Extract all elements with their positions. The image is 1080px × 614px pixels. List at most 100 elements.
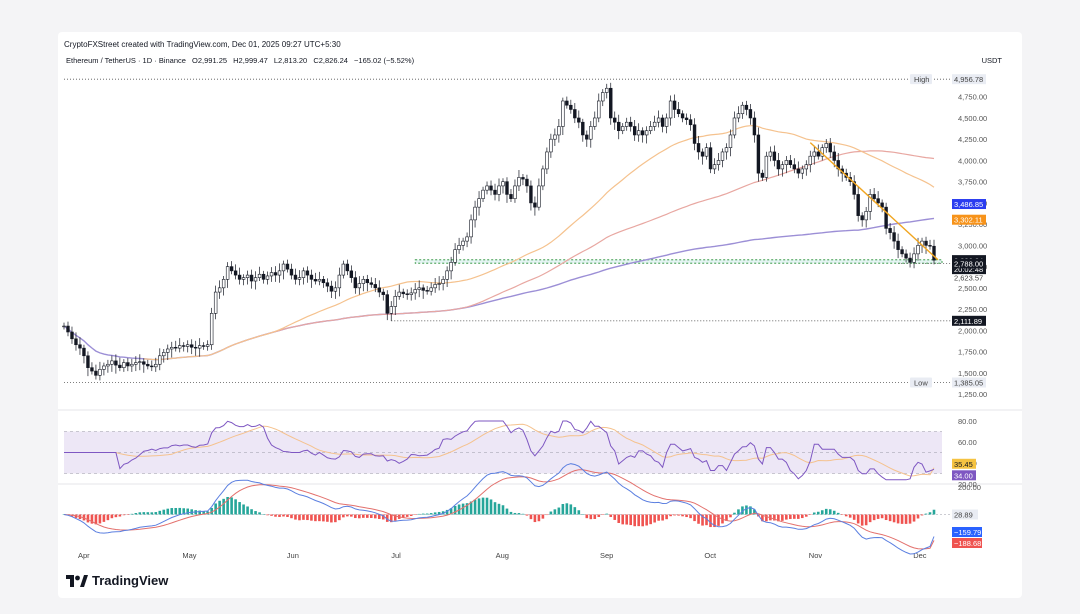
- candle-body: [425, 290, 429, 292]
- price-axis-tick: 4,500.00: [958, 114, 987, 123]
- price-axis-tick: 2,250.00: [958, 305, 987, 314]
- macd-histogram-bar: [593, 514, 597, 519]
- macd-histogram-bar: [753, 509, 756, 515]
- macd-histogram-bar: [693, 514, 696, 522]
- candle-body: [102, 365, 106, 370]
- price-chart[interactable]: 1,250.00 1,500.00 1,750.00 2,000.00 2,250.00…: [58, 32, 1022, 598]
- candle-body: [780, 164, 785, 170]
- candle-body: [924, 240, 928, 246]
- macd-histogram-bar: [270, 514, 273, 516]
- symbol-name[interactable]: Ethereum / TetherUS · 1D · Binance: [66, 56, 186, 65]
- macd-histogram-bar: [282, 514, 285, 517]
- macd-histogram-bar: [613, 514, 617, 520]
- macd-histogram-bar: [561, 504, 565, 515]
- macd-histogram-bar: [381, 514, 385, 520]
- macd-histogram-bar: [793, 514, 796, 519]
- rsi-ma-value: 35.45: [954, 460, 973, 469]
- macd-histogram-bar: [481, 497, 485, 515]
- histogram-badge: [952, 509, 978, 520]
- macd-histogram-bar: [362, 514, 365, 518]
- month-axis-label: Jul: [391, 551, 401, 560]
- macd-histogram-bar: [745, 505, 748, 515]
- candle-body: [154, 363, 158, 368]
- macd-histogram-bar: [733, 512, 736, 515]
- macd-histogram-bar: [677, 514, 680, 516]
- candle-body: [664, 117, 669, 127]
- rsi-ma-line: [64, 423, 935, 477]
- price-axis-tick: 2,000.00: [958, 326, 987, 335]
- macd-histogram-bar: [725, 514, 728, 521]
- macd-histogram-bar: [557, 507, 561, 515]
- macd-histogram-bar: [789, 514, 792, 520]
- macd-histogram-bar: [605, 513, 609, 515]
- macd-histogram-bar: [306, 514, 309, 521]
- macd-histogram-bar: [924, 513, 928, 515]
- macd-histogram-bar: [477, 498, 481, 515]
- candle-body: [533, 202, 537, 208]
- candle-body: [429, 287, 433, 292]
- candle-body: [640, 130, 645, 136]
- macd-histogram-bar: [437, 511, 441, 515]
- macd-histogram-bar: [234, 499, 237, 515]
- candle-body: [684, 117, 689, 120]
- candle-body: [904, 253, 908, 259]
- candle-body: [609, 87, 613, 119]
- price-axis-tick: 4,750.00: [958, 93, 987, 102]
- macd-histogram-bar: [373, 514, 377, 519]
- candle-body: [772, 151, 777, 161]
- candle-body: [285, 263, 290, 270]
- macd-histogram-bar: [146, 512, 150, 515]
- macd-histogram-bar: [162, 509, 166, 515]
- macd-histogram-bar: [633, 514, 636, 527]
- candle-body: [565, 100, 569, 106]
- candle-body: [800, 168, 805, 174]
- macd-histogram-bar: [880, 514, 884, 519]
- candle-body: [621, 126, 625, 132]
- candle-body: [648, 126, 653, 132]
- chart-credit: CryptoFXStreet created with TradingView.…: [64, 40, 341, 49]
- candle-body: [553, 134, 557, 140]
- candle-body: [549, 138, 553, 153]
- candle-body: [321, 279, 326, 284]
- macd-histogram-bar: [461, 503, 465, 515]
- macd-histogram-bar: [529, 514, 533, 520]
- level-value: 4,956.78: [954, 75, 983, 84]
- macd-histogram-bar: [545, 514, 549, 516]
- candle-body: [150, 365, 154, 368]
- macd-histogram-bar: [178, 507, 182, 515]
- month-axis-label: Oct: [704, 551, 717, 560]
- candle-body: [469, 219, 473, 238]
- macd-histogram-bar: [338, 514, 341, 521]
- candle-body: [593, 117, 597, 127]
- candle-body: [82, 347, 86, 357]
- tradingview-logo[interactable]: TradingView: [66, 573, 168, 588]
- price-level-value: 2,623.57: [954, 273, 983, 282]
- histogram-value: 28.89: [954, 511, 973, 520]
- macd-histogram-bar: [701, 514, 704, 526]
- candle-body: [413, 289, 417, 294]
- macd-histogram-bar: [142, 512, 146, 515]
- candle-body: [66, 325, 70, 333]
- month-axis-label: Jun: [287, 551, 299, 560]
- candle-body: [692, 124, 697, 144]
- candle-body: [597, 100, 601, 119]
- candle-body: [293, 274, 298, 280]
- candle-body: [824, 143, 828, 148]
- month-axis-label: Sep: [600, 551, 613, 560]
- signal-badge: [952, 538, 982, 548]
- candle-body: [317, 279, 322, 282]
- candle-body: [505, 181, 509, 195]
- candle-body: [74, 338, 78, 346]
- macd-histogram-bar: [705, 514, 708, 526]
- candle-body: [736, 113, 741, 119]
- macd-histogram-bar: [617, 514, 621, 523]
- candle-body: [569, 104, 573, 110]
- candle-body: [353, 277, 358, 289]
- candle-body: [900, 249, 904, 255]
- rsi-badge: [952, 470, 976, 481]
- macd-histogram-bar: [577, 510, 581, 515]
- candle-body: [209, 313, 214, 346]
- month-axis-label: Apr: [78, 551, 90, 560]
- macd-histogram-bar: [517, 513, 521, 515]
- candle-body: [660, 117, 665, 127]
